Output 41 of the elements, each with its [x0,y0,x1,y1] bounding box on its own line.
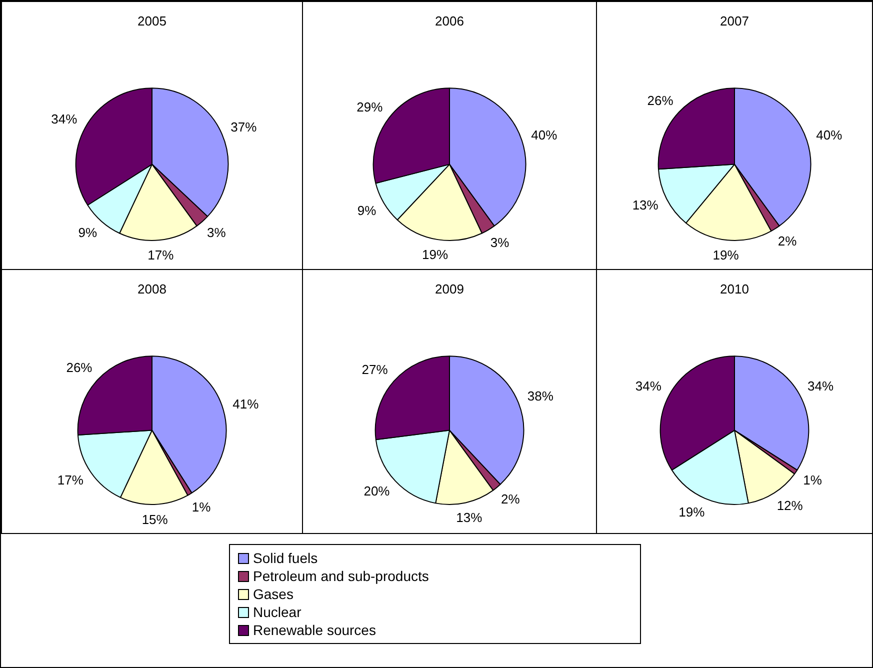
data-label: 40% [531,127,558,142]
data-label: 3% [206,225,226,240]
chart-title: 2008 [138,281,166,296]
data-label: 27% [362,362,388,378]
chart-title: 2005 [138,13,166,28]
legend-label: Renewable sources [253,621,376,639]
data-label: 34% [635,378,662,394]
data-label: 29% [356,99,384,114]
data-label: 13% [456,510,483,525]
data-label: 19% [712,248,740,263]
legend-label: Gases [253,585,294,603]
data-label: 26% [66,360,93,376]
data-label: 20% [364,484,390,499]
data-label: 3% [490,235,510,250]
data-label: 13% [632,198,659,213]
legend-label: Solid fuels [253,549,318,567]
data-label: 19% [422,246,449,262]
chart-title: 2006 [435,13,464,28]
data-label: 37% [230,119,258,134]
data-label: 34% [51,111,78,126]
data-label: 15% [142,512,168,528]
data-label: 9% [357,202,377,218]
data-label: 19% [678,504,706,520]
data-label: 9% [78,225,98,240]
legend-label: Nuclear [253,603,302,621]
data-label: 34% [808,378,834,394]
chart-title: 2010 [720,281,749,296]
data-label: 2% [778,234,798,249]
legend-label: Petroleum and sub-products [253,567,429,585]
chart-title: 2007 [720,13,749,28]
data-label: 26% [647,92,674,108]
data-label: 1% [192,500,212,515]
data-label: 12% [776,498,804,514]
data-label: 38% [527,388,554,404]
data-label: 1% [803,472,822,488]
chart-title: 2009 [435,281,464,296]
data-label: 2% [500,491,520,506]
data-label: 40% [816,127,843,142]
data-label: 17% [57,472,84,488]
data-label: 41% [232,396,260,412]
data-label: 17% [148,248,174,263]
